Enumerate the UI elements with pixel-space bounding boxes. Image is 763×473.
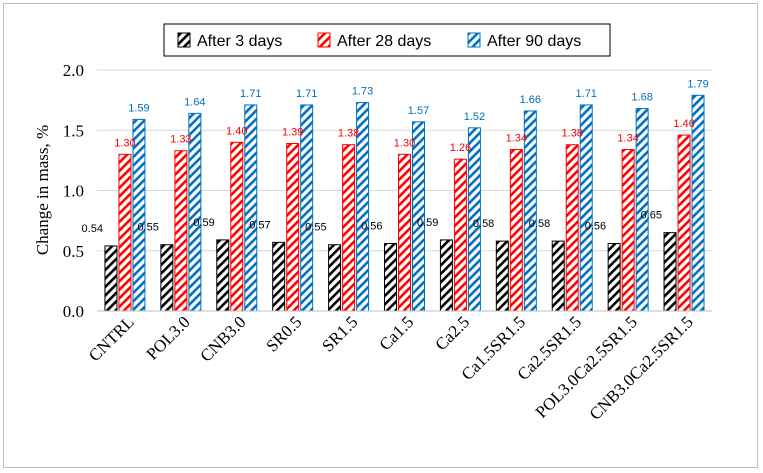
legend-swatch bbox=[177, 32, 191, 48]
bar bbox=[230, 141, 244, 312]
data-label: 1.34 bbox=[617, 133, 638, 145]
data-label: 1.57 bbox=[408, 105, 429, 117]
legend-box bbox=[163, 23, 611, 57]
data-label: 0.56 bbox=[361, 221, 382, 233]
category-label: POL3.0Ca2.5SR1.5 bbox=[532, 312, 641, 421]
y-tick-label: 0.0 bbox=[63, 302, 84, 321]
data-label: 1.39 bbox=[282, 127, 303, 139]
y-tick-label: 1.0 bbox=[63, 182, 84, 201]
data-label: 0.58 bbox=[473, 218, 494, 230]
bar bbox=[551, 240, 565, 312]
data-label: 0.56 bbox=[585, 221, 606, 233]
data-label: 1.30 bbox=[114, 137, 135, 149]
category-label: CNTRL bbox=[85, 312, 138, 365]
bar bbox=[342, 144, 356, 312]
data-label: 0.65 bbox=[641, 210, 662, 222]
bar bbox=[439, 239, 453, 312]
data-label: 1.33 bbox=[170, 134, 191, 146]
bar bbox=[663, 232, 677, 312]
data-label: 1.52 bbox=[464, 111, 485, 123]
data-label: 1.40 bbox=[226, 125, 247, 137]
bar bbox=[398, 153, 411, 312]
bar bbox=[495, 240, 509, 312]
data-label: 1.66 bbox=[520, 94, 541, 106]
category-label: SR1.5 bbox=[318, 312, 361, 355]
data-label: 0.54 bbox=[82, 223, 103, 235]
data-label: 1.30 bbox=[394, 137, 415, 149]
data-label: 0.59 bbox=[417, 217, 438, 229]
data-label: 0.58 bbox=[529, 218, 550, 230]
y-tick-label: 2.0 bbox=[63, 61, 84, 80]
data-label: 0.57 bbox=[249, 219, 270, 231]
legend-entry: After 28 days bbox=[337, 33, 431, 50]
data-label: 0.55 bbox=[305, 222, 326, 234]
category-label: Ca2.5 bbox=[431, 312, 473, 354]
y-tick-label: 0.5 bbox=[63, 242, 84, 261]
data-label: 1.71 bbox=[576, 88, 597, 100]
data-label: 0.59 bbox=[193, 217, 214, 229]
legend-swatch bbox=[467, 32, 481, 48]
bar bbox=[174, 150, 188, 312]
data-label: 1.68 bbox=[631, 92, 652, 104]
y-axis-label: Change in mass, % bbox=[33, 125, 52, 255]
data-label: 1.71 bbox=[296, 88, 317, 100]
bar bbox=[607, 243, 621, 312]
bar bbox=[118, 153, 132, 312]
data-label: 1.71 bbox=[240, 88, 261, 100]
bar bbox=[272, 241, 286, 312]
bar bbox=[621, 149, 635, 312]
category-label: CNB3.0Ca2.5SR1.5 bbox=[586, 312, 697, 423]
legend-entry: After 3 days bbox=[197, 33, 282, 50]
data-labels: 0.54 1.30 1.59 0.55 1.33 1.64 0.59 1.40 1.71 0.57… bbox=[82, 78, 709, 235]
bar bbox=[565, 144, 579, 312]
category-label: SR0.5 bbox=[262, 312, 305, 355]
y-tick-label: 1.5 bbox=[63, 121, 84, 140]
category-label: Ca1.5 bbox=[376, 312, 418, 354]
bar bbox=[104, 245, 118, 312]
data-label: 0.55 bbox=[137, 222, 158, 234]
bar bbox=[286, 143, 300, 312]
y-axis-ticks: 0.0 0.5 1.0 1.5 2.0 bbox=[63, 61, 84, 321]
bar bbox=[328, 244, 342, 312]
data-label: 1.59 bbox=[128, 102, 149, 114]
bar bbox=[216, 239, 230, 312]
bars bbox=[104, 94, 705, 312]
bar bbox=[509, 149, 523, 312]
data-label: 1.26 bbox=[450, 142, 471, 154]
legend: After 3 days After 28 days After 90 days bbox=[163, 23, 611, 57]
data-label: 1.38 bbox=[562, 128, 583, 140]
data-label: 1.34 bbox=[506, 133, 527, 145]
legend-swatch bbox=[317, 32, 331, 48]
bar bbox=[453, 158, 467, 312]
data-label: 1.64 bbox=[184, 96, 205, 108]
data-label: 1.79 bbox=[687, 78, 708, 90]
data-label: 1.38 bbox=[338, 128, 359, 140]
category-label: CNB3.0 bbox=[196, 312, 249, 365]
category-label: POL3.0 bbox=[143, 312, 194, 363]
bar bbox=[160, 244, 174, 312]
legend-entry: After 90 days bbox=[487, 33, 581, 50]
bar bbox=[677, 134, 691, 312]
category-labels: CNTRL POL3.0 CNB3.0 SR0.5 SR1.5 Ca1.5 Ca2.5Ca1… bbox=[85, 312, 697, 423]
bar bbox=[384, 243, 397, 312]
data-label: 1.46 bbox=[673, 118, 694, 130]
data-label: 1.73 bbox=[352, 86, 373, 98]
